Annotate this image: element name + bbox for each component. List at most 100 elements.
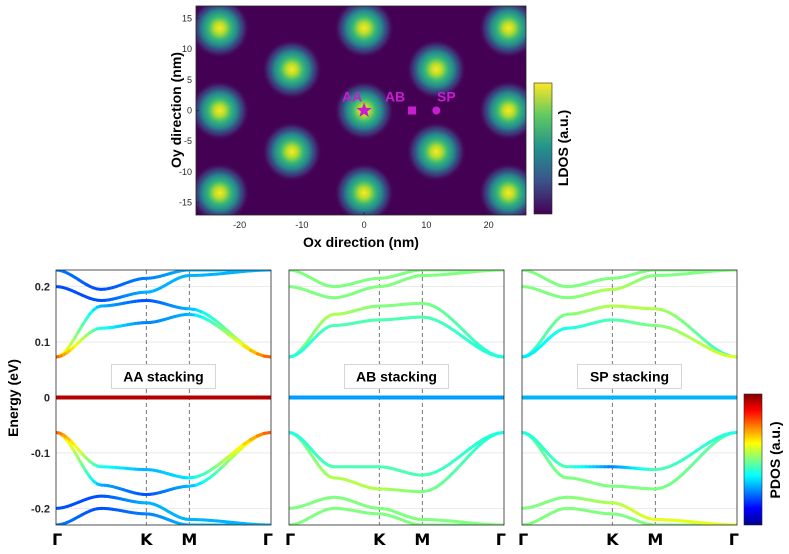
kpath-label-2-2: M	[647, 530, 663, 549]
band-segment-0-0-3-6	[228, 331, 239, 341]
band-lines-1	[289, 270, 504, 525]
energy-tick-label-0: 0.2	[35, 282, 50, 294]
band-segment-1-1-3-11	[495, 354, 504, 359]
ldos-colorbar-label: LDOS (a.u.)	[555, 110, 571, 186]
band-panel-frame-1	[288, 269, 505, 526]
ldos-map-ticks: -20 -10 0 10 20 15 10 5 0 -5 -10 -15	[179, 13, 494, 230]
band-segment-1-0-3-5	[454, 321, 465, 332]
ldos-ytick-label-3: 0	[187, 106, 192, 116]
band-segment-1-0-3-4	[448, 315, 458, 325]
ldos-spot-0	[196, 6, 250, 59]
ldos-spot-11	[334, 162, 395, 215]
band-panel-2: SP stacking Γ K M Γ	[518, 269, 739, 549]
band-segment-0-1-3-11	[262, 354, 271, 359]
energy-tick-label-2: 0	[44, 393, 50, 405]
band-segment-2-4-3-7	[701, 445, 712, 456]
band-segment-2-0-3-6	[694, 331, 705, 341]
ldos-ytick-label-0: 15	[182, 13, 192, 23]
ldos-colorbar-bar	[533, 82, 553, 215]
band-segment-0-4-3-7	[235, 444, 246, 455]
band-segment-1-4-3-4	[448, 467, 458, 478]
ldos-map-ylabel: Oy direction (nm)	[168, 52, 184, 168]
ldos-map-xlabel: Ox direction (nm)	[303, 234, 419, 250]
ldos-map: -20 -10 0 10 20 15 10 5 0 -5 -10 -15 AA AB SP Ox dire…	[168, 5, 527, 250]
band-segment-1-4-3-8	[475, 440, 486, 450]
band-lines-0	[56, 270, 271, 525]
ldos-spot-12	[478, 162, 526, 215]
band-segment-1-0-3-7	[468, 335, 479, 345]
band-segment-0-0-3-5	[221, 325, 232, 335]
band-segment-2-4-3-6	[694, 452, 705, 463]
ldos-colorbar: LDOS (a.u.)	[533, 82, 571, 215]
stacking-label-box-2	[577, 364, 682, 389]
kpath-label-0-1: K	[140, 530, 153, 549]
band-segment-1-4-3-5	[454, 460, 465, 471]
band-segment-2-4-3-5	[687, 459, 698, 470]
marker-aa-star	[356, 102, 372, 117]
ldos-xtick-label-4: 20	[484, 220, 494, 230]
band-lines-2	[522, 270, 737, 525]
kpath-label-0-0: Γ	[52, 530, 62, 549]
marker-label-ab: AB	[385, 89, 405, 105]
energy-tick-label-1: 0.1	[35, 337, 50, 349]
kpath-label-1-1: K	[373, 530, 386, 549]
band-panel-frame-0	[55, 269, 272, 526]
ldos-spot-5	[196, 80, 250, 141]
stacking-label-0: AA stacking	[123, 368, 203, 384]
pdos-colorbar-bar	[743, 393, 763, 526]
band-segment-1-4-3-6	[461, 453, 472, 464]
band-segment-1-5-3-11	[495, 430, 504, 435]
stacking-label-box-0	[111, 364, 216, 389]
ldos-xtick-label-2: 0	[362, 220, 367, 230]
marker-label-aa: AA	[342, 89, 362, 105]
marker-ab-square	[408, 106, 417, 115]
pdos-colorbar-label: PDOS (a.u.)	[767, 421, 783, 498]
band-segment-2-0-3-5	[687, 325, 698, 335]
ldos-spot-1	[334, 6, 395, 59]
band-segment-1-4-3-7	[468, 446, 479, 457]
ldos-spot-8	[261, 121, 322, 182]
ldos-ytick-label-2: 5	[187, 75, 192, 85]
kpath-label-1-2: M	[414, 530, 430, 549]
marker-sp-circle	[432, 106, 441, 115]
ldos-spot-2	[478, 6, 526, 59]
ldos-spot-9	[406, 121, 467, 182]
energy-tick-label-3: -0.1	[31, 448, 50, 460]
ldos-spot-7	[478, 80, 526, 141]
kpath-label-1-0: Γ	[285, 530, 295, 549]
kpath-label-2-0: Γ	[518, 530, 528, 549]
kpath-label-0-2: M	[181, 530, 197, 549]
band-segment-0-4-3-5	[221, 457, 232, 468]
energy-axis-label: Energy (eV)	[5, 359, 21, 437]
energy-tick-label-4: -0.2	[31, 503, 50, 515]
ldos-spot-10	[196, 162, 250, 215]
stacking-label-1: AB stacking	[356, 368, 437, 384]
band-segment-0-4-3-6	[228, 451, 239, 461]
ldos-ytick-label-6: -15	[179, 198, 192, 208]
kpath-label-1-3: Γ	[496, 530, 506, 549]
kpath-label-2-3: Γ	[729, 530, 739, 549]
marker-label-sp: SP	[437, 89, 456, 105]
kpath-label-2-1: K	[606, 530, 619, 549]
ldos-ytick-label-1: 10	[182, 44, 192, 54]
band-segment-2-1-3-11	[728, 354, 737, 359]
ldos-spot-4	[406, 39, 467, 100]
pdos-colorbar: PDOS (a.u.)	[743, 393, 783, 526]
band-segment-1-0-3-6	[461, 328, 472, 339]
band-segment-2-4-3-4	[681, 466, 691, 476]
ldos-map-markers: AA AB SP	[342, 89, 456, 117]
band-panel-0: AA stacking Γ K M Γ 0.2 0.1 0 -0.1 -0.2	[31, 269, 273, 549]
band-segment-2-5-3-11	[728, 430, 737, 435]
stacking-label-2: SP stacking	[590, 368, 669, 384]
band-segment-0-4-3-4	[215, 464, 225, 474]
ldos-xtick-label-0: -20	[233, 220, 246, 230]
ldos-xtick-label-3: 10	[421, 220, 431, 230]
stacking-label-box-1	[344, 364, 449, 389]
kpath-label-0-3: Γ	[263, 530, 273, 549]
ldos-spot-3	[261, 39, 322, 100]
ldos-ytick-label-5: -10	[179, 167, 192, 177]
ldos-spots	[196, 6, 526, 215]
band-structure-panels: AA stacking Γ K M Γ 0.2 0.1 0 -0.1 -0.2 AB stackin…	[31, 269, 739, 549]
band-panel-1: AB stacking Γ K M Γ	[285, 269, 506, 549]
